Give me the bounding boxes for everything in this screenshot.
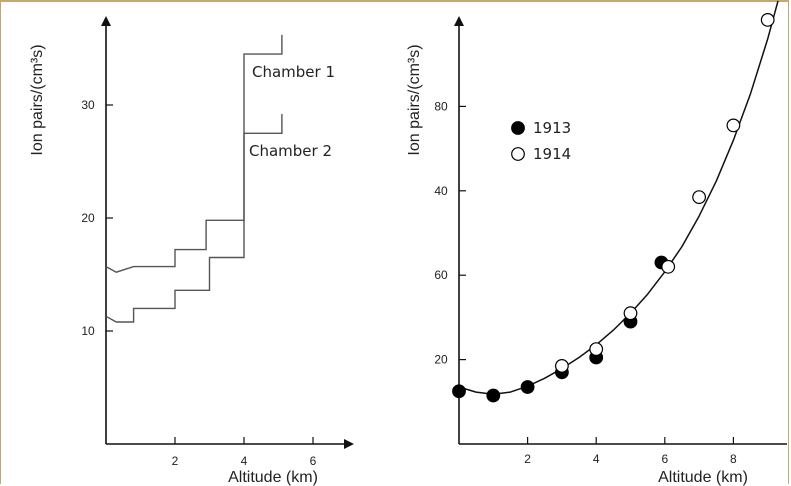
chamber-1-label: Chamber 1 <box>252 63 335 81</box>
y-tick-label: 30 <box>81 98 95 112</box>
chamber-2-line <box>105 114 283 323</box>
point-1914 <box>661 259 676 274</box>
legend-label-1914: 1914 <box>533 145 571 163</box>
y-tick-label: 20 <box>434 353 448 367</box>
x-tick-label: 6 <box>310 454 317 468</box>
point-1914 <box>589 342 604 357</box>
x-axis-title: Altitude (km) <box>228 469 318 486</box>
point-1913 <box>452 384 466 399</box>
x-tick-label: 4 <box>593 452 600 466</box>
legend-marker-1914 <box>511 147 525 161</box>
point-1914 <box>623 306 638 321</box>
ionization-scatter-chart: 2 4 6 8 20 60 40 80 Altitude (km) Ion pairs/(cm³s… <box>406 0 787 486</box>
point-1914 <box>555 359 569 373</box>
point-1913 <box>520 380 535 394</box>
point-1913 <box>486 388 501 403</box>
x-tick-label: 2 <box>524 452 531 466</box>
x-tick-label: 8 <box>730 452 737 466</box>
x-tick-label: 6 <box>661 452 668 466</box>
y-tick-label: 20 <box>81 211 95 225</box>
chamber-1-line <box>105 34 283 273</box>
point-1914 <box>760 12 775 27</box>
y-axis-title: Ion pairs/(cm³s) <box>29 44 46 155</box>
legend-marker-1913 <box>511 121 525 135</box>
x-tick-label: 4 <box>241 454 248 468</box>
y-tick-label: 80 <box>434 99 448 113</box>
y-tick-label: 40 <box>434 184 448 198</box>
point-1914 <box>692 190 706 205</box>
legend-label-1913: 1913 <box>533 119 571 137</box>
chamber-2-label: Chamber 2 <box>249 142 332 160</box>
y-tick-label: 10 <box>81 324 95 338</box>
chamber-chart: 2 4 6 10 20 30 Altitude (km) Ion pairs/(cm³s) Ch… <box>29 16 354 486</box>
x-axis-title: Altitude (km) <box>658 469 748 486</box>
fit-curve <box>458 0 779 395</box>
point-1914 <box>726 118 741 133</box>
y-tick-label: 60 <box>434 268 448 282</box>
x-tick-label: 2 <box>172 454 179 468</box>
y-axis-title: Ion pairs/(cm³s) <box>406 44 423 155</box>
